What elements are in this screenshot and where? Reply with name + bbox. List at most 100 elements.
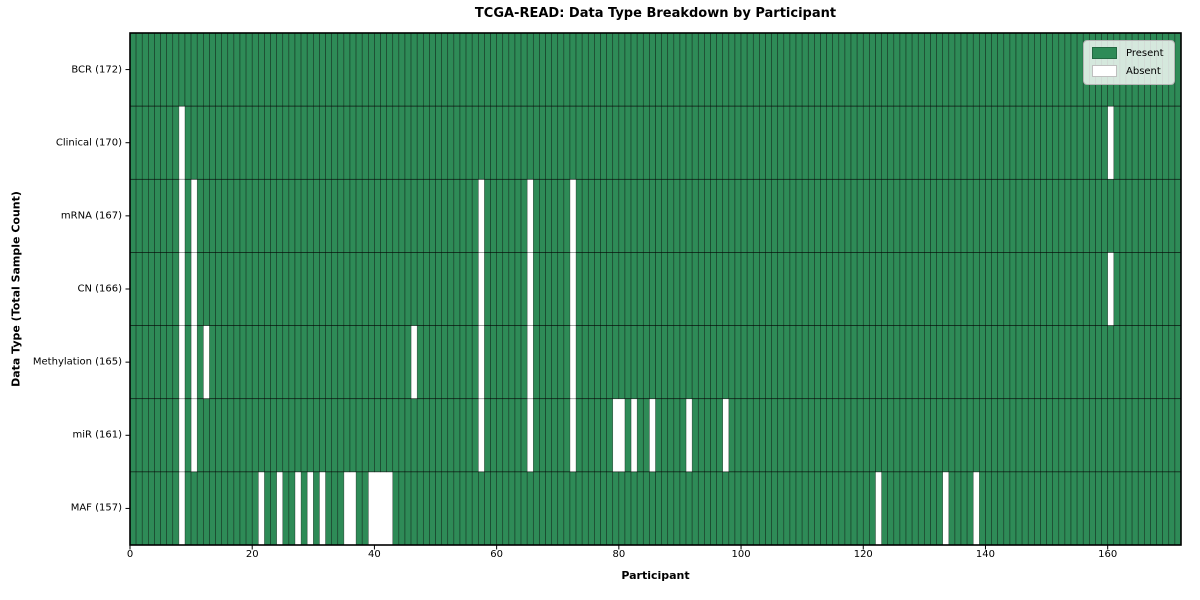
heatmap-cell: [1058, 398, 1066, 473]
heatmap-cell: [661, 398, 669, 473]
heatmap-cell: [410, 105, 418, 180]
heatmap-cell: [624, 325, 632, 400]
heatmap-cell: [783, 178, 791, 253]
heatmap-cell: [612, 105, 620, 180]
heatmap-cell: [887, 105, 895, 180]
heatmap-cell: [661, 471, 669, 546]
heatmap-cell: [630, 471, 638, 546]
heatmap-cell: [465, 325, 473, 400]
heatmap-cell: [936, 32, 943, 107]
heatmap-cell: [221, 178, 229, 253]
heatmap-cell: [374, 398, 381, 473]
heatmap-cell: [343, 105, 351, 180]
heatmap-cell: [404, 252, 412, 326]
heatmap-cell: [1027, 105, 1035, 180]
heatmap-cell: [771, 32, 779, 107]
heatmap-cell: [1089, 325, 1096, 400]
heatmap-cell: [655, 325, 662, 400]
heatmap-cell: [801, 398, 809, 473]
heatmap-cell: [1131, 398, 1139, 473]
heatmap-cell: [422, 178, 430, 253]
heatmap-cell: [930, 32, 937, 107]
heatmap-cell: [563, 398, 571, 473]
heatmap-cell: [881, 325, 889, 400]
heatmap-cell: [429, 471, 436, 546]
heatmap-cell: [942, 32, 950, 107]
heatmap-cell: [398, 471, 406, 546]
heatmap-cell: [820, 105, 827, 180]
heatmap-cell: [196, 105, 204, 180]
heatmap-cell: [343, 398, 351, 473]
heatmap-cell: [551, 32, 559, 107]
heatmap-cell: [386, 252, 394, 326]
heatmap-cell: [960, 32, 968, 107]
heatmap-cell: [673, 178, 681, 253]
heatmap-cell: [862, 178, 870, 253]
heatmap-cell: [905, 252, 913, 326]
heatmap-cell: [936, 178, 943, 253]
heatmap-cell: [484, 32, 491, 107]
heatmap-cell: [135, 178, 143, 253]
heatmap-cell: [1058, 178, 1066, 253]
heatmap-cell: [581, 105, 589, 180]
heatmap-cell: [881, 252, 889, 326]
heatmap-cell: [374, 252, 381, 326]
heatmap-cell: [141, 471, 149, 546]
heatmap-cell: [563, 178, 571, 253]
heatmap-cell: [740, 398, 748, 473]
heatmap-cell: [526, 471, 534, 546]
heatmap-cell: [655, 32, 662, 107]
heatmap-cell: [795, 325, 803, 400]
heatmap-cell: [979, 325, 986, 400]
heatmap-cell: [820, 325, 827, 400]
heatmap-cell: [1089, 471, 1096, 546]
heatmap-cell: [954, 252, 962, 326]
heatmap-cell: [129, 252, 137, 326]
heatmap-cell: [349, 252, 357, 326]
heatmap-cell: [661, 252, 669, 326]
heatmap-cell: [1052, 325, 1060, 400]
heatmap-cell: [203, 471, 210, 546]
heatmap-cell: [453, 325, 461, 400]
heatmap-cell: [1107, 471, 1115, 546]
heatmap-cell: [838, 32, 846, 107]
heatmap-cell: [166, 398, 174, 473]
heatmap-cell: [148, 32, 155, 107]
heatmap-cell: [416, 32, 424, 107]
heatmap-cell: [392, 105, 400, 180]
heatmap-cell: [532, 471, 540, 546]
heatmap-cell: [850, 32, 858, 107]
heatmap-cell: [954, 325, 962, 400]
heatmap-cell: [930, 398, 937, 473]
heatmap-cell: [936, 252, 943, 326]
heatmap-cell: [1156, 252, 1163, 326]
heatmap-cell: [587, 178, 595, 253]
heatmap-cell: [734, 32, 742, 107]
heatmap-cell: [355, 105, 363, 180]
heatmap-cell: [832, 398, 840, 473]
heatmap-cell: [239, 252, 247, 326]
heatmap-cell: [429, 398, 436, 473]
heatmap-cell: [227, 252, 235, 326]
heatmap-cell: [960, 105, 968, 180]
heatmap-cell: [948, 325, 956, 400]
heatmap-cell: [539, 32, 546, 107]
heatmap-cell: [1156, 178, 1163, 253]
heatmap-cell: [691, 325, 699, 400]
heatmap-cell: [471, 325, 479, 400]
heatmap-cell: [422, 32, 430, 107]
heatmap-cell: [368, 178, 375, 253]
heatmap-cell: [1070, 178, 1078, 253]
heatmap-cell: [716, 398, 724, 473]
heatmap-cell: [1046, 105, 1053, 180]
heatmap-cell: [991, 105, 998, 180]
heatmap-cell: [349, 178, 357, 253]
heatmap-cell: [465, 252, 473, 326]
heatmap-cell: [1174, 325, 1182, 400]
heatmap-cell: [575, 325, 583, 400]
heatmap-cell: [985, 178, 992, 253]
heatmap-cell: [526, 32, 534, 107]
x-tick-label: 40: [368, 549, 381, 560]
heatmap-cell: [355, 398, 363, 473]
legend-swatch: [1092, 47, 1117, 59]
